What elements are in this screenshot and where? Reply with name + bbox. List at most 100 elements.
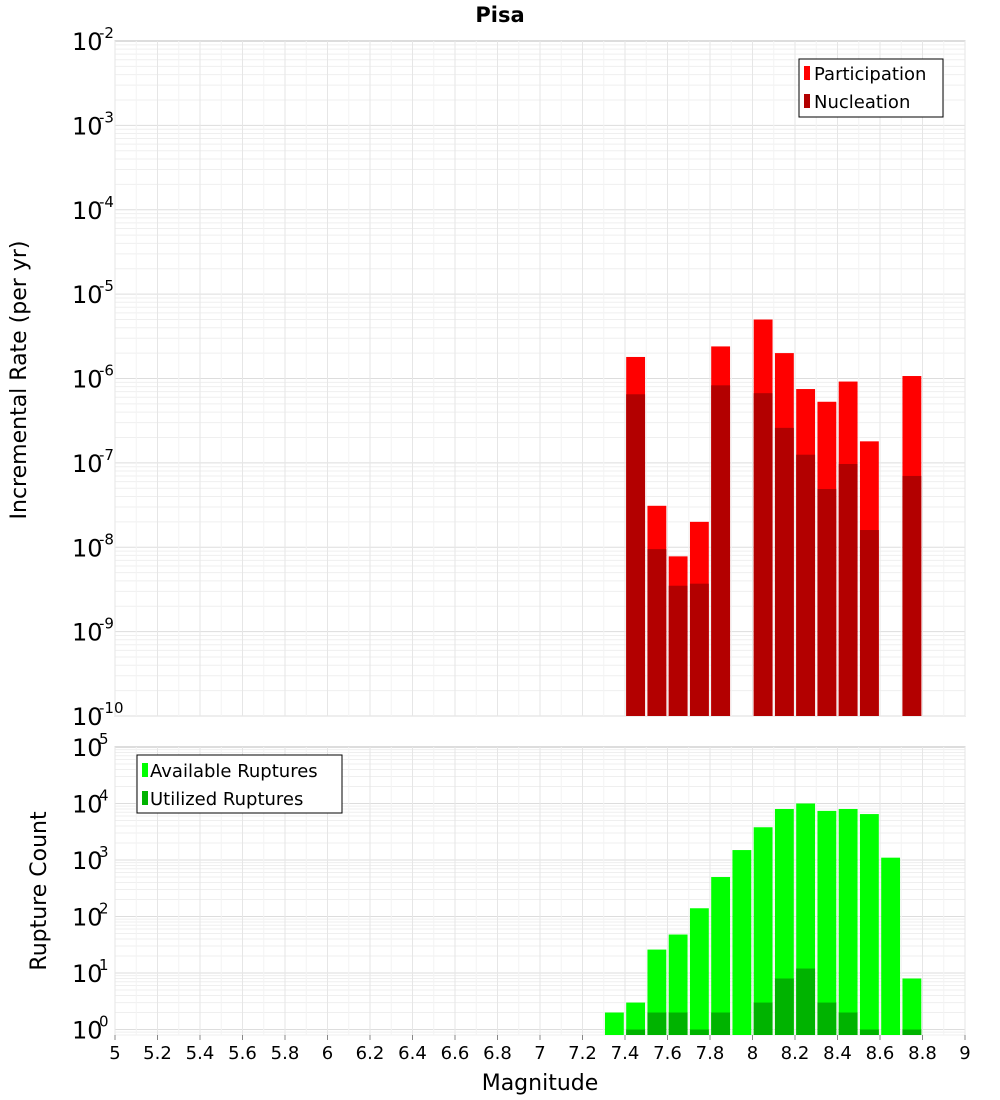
x-tick-label: 5.6 [228, 1043, 257, 1064]
available-ruptures-bar [604, 1012, 624, 1035]
utilized-ruptures-bar [711, 1012, 731, 1035]
utilized-ruptures-bar [859, 1029, 879, 1035]
utilized-ruptures-bar [902, 1029, 922, 1035]
rate-bars [626, 319, 922, 716]
x-tick-label: 5 [109, 1043, 120, 1064]
y-tick: 100 [72, 1013, 109, 1045]
y-tick-base: 10 [72, 197, 103, 225]
y-tick: 103 [72, 843, 109, 875]
y-tick-exponent: -9 [99, 615, 114, 633]
y-tick-base: 10 [72, 281, 103, 309]
available-ruptures-bar [689, 908, 709, 1035]
y-tick-exponent: -5 [99, 277, 114, 295]
x-tick-label: 8.2 [781, 1043, 810, 1064]
x-tick-label: 8.8 [908, 1043, 937, 1064]
available-ruptures-bar [732, 850, 752, 1035]
legend-label-available: Available Ruptures [150, 761, 318, 782]
chart-title: Pisa [475, 3, 524, 27]
utilized-ruptures-bar [774, 978, 794, 1035]
x-tick-label: 6.4 [398, 1043, 427, 1064]
x-tick-label: 7 [534, 1043, 545, 1064]
y-tick: 10-8 [72, 530, 114, 562]
y-tick-exponent: 3 [99, 843, 109, 861]
available-ruptures-bar [817, 810, 837, 1035]
x-tick-label: 8.6 [866, 1043, 895, 1064]
y-tick-base: 10 [72, 450, 103, 478]
y-tick-base: 10 [72, 734, 103, 762]
y-tick-base: 10 [72, 960, 103, 988]
y-tick-base: 10 [72, 847, 103, 875]
y-tick-base: 10 [72, 791, 103, 819]
nucleation-bar [774, 427, 794, 716]
x-tick-label: 7.2 [568, 1043, 597, 1064]
nucleation-bar [838, 463, 858, 716]
rate-y-axis-label: Incremental Rate (per yr) [7, 241, 32, 520]
y-tick-base: 10 [72, 366, 103, 394]
utilized-ruptures-bar [626, 1029, 646, 1035]
y-tick-base: 10 [72, 1017, 103, 1045]
nucleation-bar [859, 530, 879, 716]
legend-swatch-nucleation [804, 94, 810, 108]
available-ruptures-bar [668, 934, 688, 1035]
y-tick-base: 10 [72, 619, 103, 647]
y-tick-exponent: 5 [99, 730, 109, 748]
magnitude-x-ticks: 5 5.2 5.4 5.6 5.8 6 6.2 6.4 6.6 6.8 7 7.2 7.4 7.6 7.8 8… [109, 1035, 971, 1064]
y-tick: 105 [72, 730, 109, 762]
y-tick-base: 10 [72, 904, 103, 932]
x-tick-label: 7.6 [653, 1043, 682, 1064]
y-tick-exponent: -3 [99, 108, 114, 126]
y-tick-exponent: -8 [99, 530, 114, 548]
utilized-ruptures-bar [838, 1012, 858, 1035]
x-tick-label: 8.4 [823, 1043, 852, 1064]
nucleation-bar [902, 475, 922, 716]
y-tick-base: 10 [72, 28, 103, 56]
y-tick-exponent: -6 [99, 362, 114, 380]
available-ruptures-bar [902, 978, 922, 1035]
y-tick: 102 [72, 900, 109, 932]
count-legend: Available Ruptures Utilized Ruptures [136, 754, 343, 814]
legend-label-utilized: Utilized Ruptures [150, 789, 303, 810]
x-axis-label: Magnitude [482, 1071, 599, 1096]
x-tick-label: 5.8 [271, 1043, 300, 1064]
y-tick: 10-2 [72, 24, 114, 56]
y-tick-base: 10 [72, 703, 103, 731]
x-tick-label: 6.8 [483, 1043, 512, 1064]
utilized-ruptures-bar [796, 968, 816, 1035]
y-tick-exponent: -10 [99, 699, 124, 717]
nucleation-bar [668, 585, 688, 716]
x-tick-label: 6 [322, 1043, 333, 1064]
available-ruptures-bar [626, 1002, 646, 1035]
legend-swatch-utilized [142, 791, 148, 805]
nucleation-bar [647, 549, 667, 716]
legend-swatch-participation [804, 66, 810, 80]
count-bars [604, 803, 922, 1035]
y-tick-base: 10 [72, 112, 103, 140]
y-tick-exponent: 2 [99, 900, 109, 918]
nucleation-bar [817, 489, 837, 716]
utilized-ruptures-bar [753, 1002, 773, 1035]
y-tick-exponent: -4 [99, 193, 114, 211]
rate-legend: Participation Nucleation [798, 58, 944, 118]
x-tick-label: 5.4 [186, 1043, 215, 1064]
y-tick-base: 10 [72, 534, 103, 562]
x-tick-label: 9 [959, 1043, 970, 1064]
rate-grid [114, 41, 966, 717]
utilized-ruptures-bar [647, 1012, 667, 1035]
y-tick: 10-4 [72, 193, 114, 225]
nucleation-bar [626, 394, 646, 716]
x-tick-label: 5.2 [143, 1043, 172, 1064]
x-tick-label: 8 [747, 1043, 758, 1064]
available-ruptures-bar [753, 827, 773, 1035]
nucleation-bar [711, 385, 731, 716]
count-y-axis-label: Rupture Count [27, 811, 52, 971]
utilized-ruptures-bar [817, 1002, 837, 1035]
y-tick: 10-10 [72, 699, 124, 731]
y-tick-exponent: 4 [99, 787, 109, 805]
count-legend-box [136, 754, 343, 814]
y-tick-exponent: 1 [99, 956, 109, 974]
x-tick-label: 7.4 [611, 1043, 640, 1064]
